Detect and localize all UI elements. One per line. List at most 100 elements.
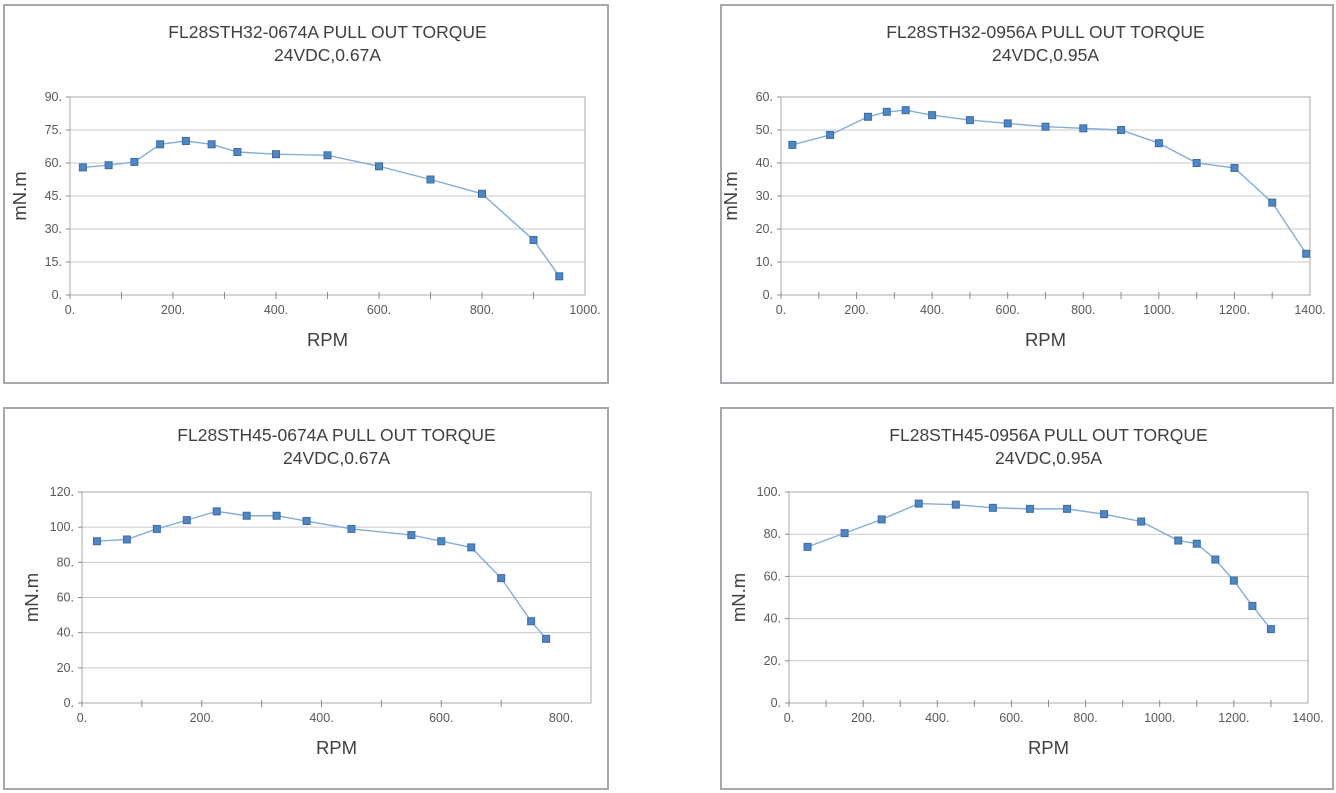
x-tick-label: 800. bbox=[1073, 711, 1097, 725]
data-point-marker bbox=[877, 515, 886, 524]
data-point-marker bbox=[233, 148, 242, 156]
chart-panel-fl28sth32-0674a: 0. 200. 400. 600. 800. 1000. 0. 15. 30. 45. 60. 75.… bbox=[3, 4, 609, 384]
x-tick-label: 800. bbox=[1071, 303, 1095, 317]
data-point-marker bbox=[840, 529, 849, 538]
data-point-marker bbox=[988, 503, 997, 512]
y-tick-label: 15. bbox=[45, 255, 62, 269]
x-tick-label: 1000. bbox=[1144, 711, 1175, 725]
data-point-marker bbox=[152, 524, 161, 533]
data-point-marker bbox=[1192, 159, 1201, 167]
data-point-marker bbox=[1302, 249, 1311, 258]
data-point-marker bbox=[1154, 139, 1163, 148]
x-tick-label: 800. bbox=[549, 711, 573, 725]
x-tick-label: 600. bbox=[429, 711, 453, 725]
data-point-marker bbox=[527, 617, 536, 626]
x-tick-label: 600. bbox=[999, 711, 1023, 725]
y-tick-label: 75. bbox=[45, 123, 62, 137]
y-tick-label: 90. bbox=[45, 90, 62, 104]
series-line bbox=[82, 140, 560, 277]
data-point-marker bbox=[1137, 517, 1146, 526]
data-point-marker bbox=[122, 535, 131, 544]
x-tick-label: 0. bbox=[784, 711, 794, 725]
chart-title: FL28STH32-0956A PULL OUT TORQUE bbox=[886, 22, 1204, 42]
data-point-marker bbox=[1230, 163, 1239, 172]
y-axis-title: mN.m bbox=[728, 573, 749, 622]
data-point-marker bbox=[182, 516, 191, 525]
data-point-marker bbox=[1229, 576, 1238, 585]
data-point-marker bbox=[347, 524, 356, 533]
chart-svg: 0. 200. 400. 600. 800. 1000. 0. 15. 30. 45. 60. 75.… bbox=[9, 22, 601, 350]
y-axis-title: mN.m bbox=[722, 171, 741, 220]
data-point-marker bbox=[272, 511, 281, 520]
data-point-marker bbox=[1025, 504, 1034, 513]
data-point-marker bbox=[242, 511, 251, 520]
x-axis-title: RPM bbox=[307, 329, 348, 350]
y-tick-label: 60. bbox=[756, 90, 773, 104]
data-point-marker bbox=[1248, 601, 1257, 610]
data-point-marker bbox=[1079, 124, 1088, 133]
x-tick-label: 0. bbox=[776, 303, 786, 317]
data-point-marker bbox=[901, 106, 910, 115]
x-tick-label: 400. bbox=[309, 711, 333, 725]
y-tick-label: 0. bbox=[771, 696, 781, 710]
x-tick-label: 600. bbox=[367, 303, 391, 317]
x-tick-label: 200. bbox=[161, 303, 185, 317]
data-point-marker bbox=[1100, 510, 1109, 519]
data-point-marker bbox=[323, 151, 332, 160]
data-point-marker bbox=[426, 175, 435, 184]
y-tick-label: 100. bbox=[50, 520, 74, 534]
y-tick-label: 40. bbox=[57, 626, 74, 640]
series-line bbox=[96, 510, 547, 640]
y-tick-label: 0. bbox=[64, 696, 74, 710]
y-tick-label: 30. bbox=[756, 189, 773, 203]
data-point-marker bbox=[529, 236, 538, 244]
chart-panel-fl28sth45-0956a: 0. 200. 400. 600. 800. 1000. 1200. 1400. 0. 20. 40… bbox=[720, 407, 1334, 790]
data-point-marker bbox=[130, 157, 139, 166]
x-tick-label: 1000. bbox=[569, 303, 600, 317]
x-tick-label: 200. bbox=[851, 711, 875, 725]
y-tick-label: 30. bbox=[45, 222, 62, 236]
data-point-marker bbox=[1041, 122, 1050, 131]
chart-title: FL28STH45-0674A PULL OUT TORQUE bbox=[177, 425, 495, 445]
x-tick-label: 1200. bbox=[1219, 303, 1250, 317]
y-tick-label: 80. bbox=[57, 555, 74, 569]
chart-svg: 0. 200. 400. 600. 800. 1000. 1200. 1400. 0. 10. 20… bbox=[722, 22, 1326, 350]
y-tick-label: 20. bbox=[764, 654, 781, 668]
data-point-marker bbox=[542, 634, 551, 643]
x-axis-title: RPM bbox=[1025, 329, 1066, 350]
data-point-marker bbox=[375, 162, 383, 171]
x-tick-label: 1400. bbox=[1294, 303, 1325, 317]
y-axis-title: mN.m bbox=[21, 573, 42, 622]
data-point-marker bbox=[803, 542, 812, 551]
data-point-marker bbox=[302, 517, 311, 526]
data-point-marker bbox=[478, 189, 486, 198]
y-tick-label: 80. bbox=[764, 527, 781, 541]
data-point-marker bbox=[467, 543, 476, 552]
chart-svg: 0. 200. 400. 600. 800. 0. 20. 40. 60. 80. 100. 120.… bbox=[21, 425, 592, 758]
data-point-marker bbox=[104, 161, 113, 170]
x-tick-label: 1200. bbox=[1218, 711, 1249, 725]
series-line bbox=[792, 109, 1307, 255]
y-tick-label: 100. bbox=[757, 485, 781, 499]
data-point-marker bbox=[788, 140, 797, 149]
x-tick-label: 600. bbox=[996, 303, 1020, 317]
data-point-marker bbox=[1268, 198, 1277, 207]
y-tick-label: 120. bbox=[50, 485, 74, 499]
chart-title: FL28STH45-0956A PULL OUT TORQUE bbox=[889, 425, 1207, 445]
plot-area-border bbox=[788, 491, 1309, 704]
x-tick-label: 0. bbox=[65, 303, 75, 317]
x-tick-label: 400. bbox=[925, 711, 949, 725]
data-point-marker bbox=[181, 137, 190, 145]
chart-subtitle: 24VDC,0.67A bbox=[283, 448, 390, 468]
series-line bbox=[807, 502, 1272, 630]
data-point-marker bbox=[1063, 504, 1072, 513]
x-tick-label: 800. bbox=[470, 303, 494, 317]
data-point-marker bbox=[928, 111, 937, 120]
chart-subtitle: 24VDC,0.95A bbox=[992, 45, 1099, 65]
x-axis-title: RPM bbox=[1028, 737, 1069, 758]
y-tick-label: 10. bbox=[756, 255, 773, 269]
data-point-marker bbox=[92, 537, 101, 546]
y-tick-label: 20. bbox=[756, 222, 773, 236]
data-point-marker bbox=[555, 272, 564, 281]
